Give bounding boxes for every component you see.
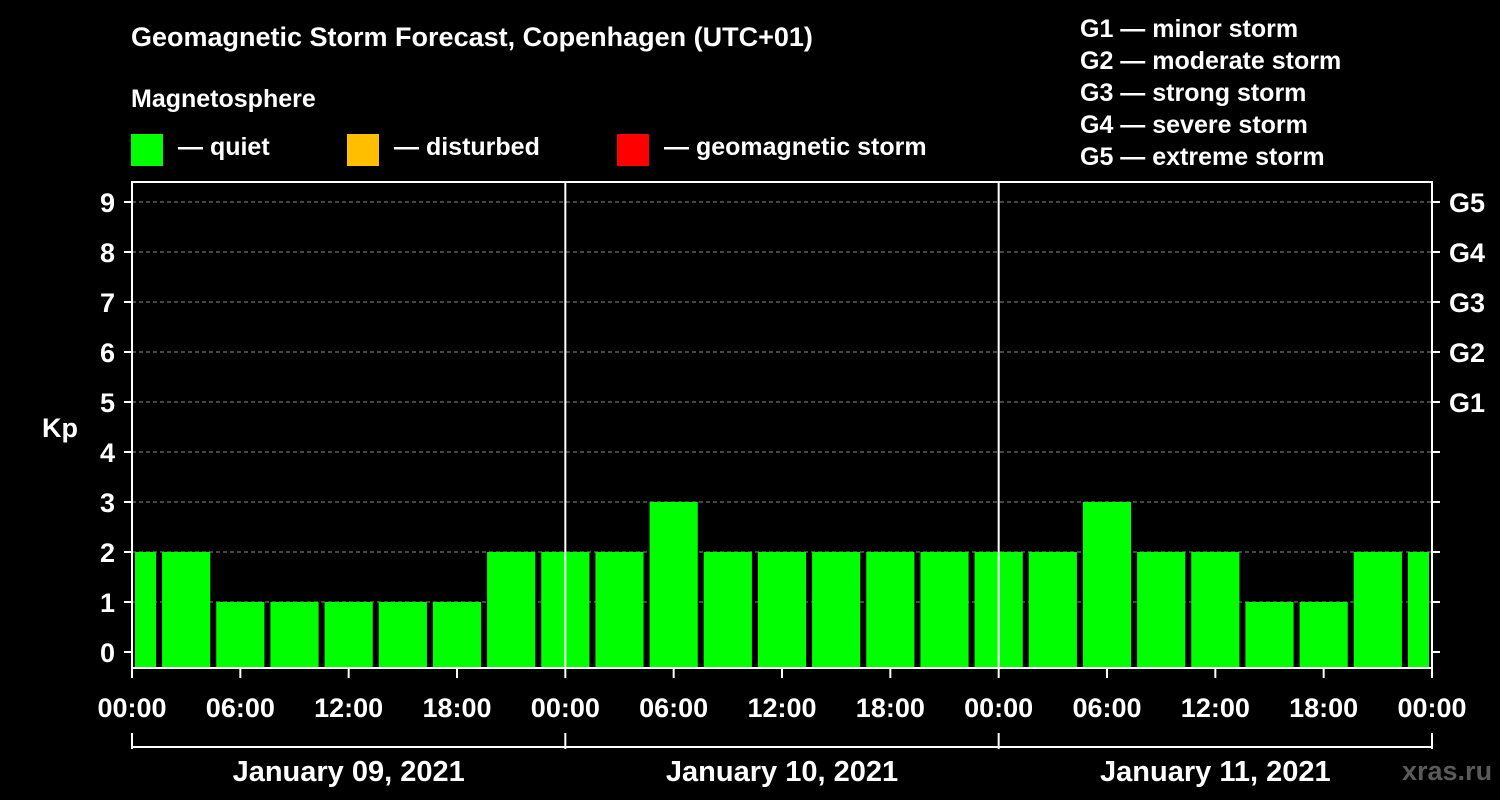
kp-bar [1245, 602, 1294, 668]
y-tick-label: 3 [100, 488, 115, 518]
watermark: xras.ru [1402, 756, 1493, 786]
chart-title: Geomagnetic Storm Forecast, Copenhagen (… [131, 22, 813, 52]
kp-bar [135, 552, 157, 668]
legend-swatch-quiet [131, 134, 163, 166]
y-tick-label: 9 [100, 188, 115, 218]
g-level-label: G5 [1449, 188, 1485, 218]
g-level-label: G1 [1449, 388, 1485, 418]
legend-heading: Magnetosphere [131, 85, 316, 113]
kp-bar [487, 552, 536, 668]
kp-bar [1191, 552, 1240, 668]
kp-bar [1137, 552, 1186, 668]
kp-bar [216, 602, 265, 668]
legend-swatch-disturbed [347, 134, 379, 166]
kp-bar [1082, 502, 1132, 668]
legend-label-disturbed: — disturbed [394, 133, 540, 161]
storm-scale-g1: G1 — minor storm [1080, 15, 1299, 43]
kp-bar [920, 552, 969, 668]
y-tick-label: 4 [100, 438, 115, 468]
legend-label-storm: — geomagnetic storm [664, 133, 927, 161]
kp-bar [378, 602, 427, 668]
kp-bar [812, 552, 861, 668]
y-tick-label: 1 [100, 588, 115, 618]
y-tick-label: 7 [100, 288, 115, 318]
kp-bar [1407, 552, 1429, 668]
kp-bar [162, 552, 211, 668]
date-label: January 09, 2021 [233, 756, 465, 788]
kp-bar [595, 552, 644, 668]
kp-bar [1028, 552, 1077, 668]
kp-bar [1353, 552, 1402, 668]
kp-bar [432, 602, 482, 668]
x-tick-label: 00:00 [964, 693, 1033, 723]
legend-label-quiet: — quiet [178, 133, 270, 161]
x-tick-label: 06:00 [206, 693, 275, 723]
y-axis-label: Kp [42, 413, 78, 443]
date-label: January 10, 2021 [666, 756, 898, 788]
x-tick-label: 18:00 [422, 693, 491, 723]
kp-bar [703, 552, 752, 668]
y-tick-label: 2 [100, 538, 115, 568]
x-tick-label: 12:00 [747, 693, 816, 723]
x-tick-label: 00:00 [531, 693, 600, 723]
y-tick-label: 0 [100, 638, 115, 668]
storm-scale-g2: G2 — moderate storm [1080, 47, 1342, 75]
kp-bar [270, 602, 319, 668]
x-tick-label: 06:00 [639, 693, 708, 723]
y-tick-label: 8 [100, 238, 115, 268]
g-level-label: G4 [1449, 238, 1485, 268]
x-tick-label: 18:00 [1289, 693, 1358, 723]
g-level-label: G3 [1449, 288, 1485, 318]
kp-bar [1299, 602, 1348, 668]
x-tick-label: 18:00 [856, 693, 925, 723]
legend-swatch-storm [617, 134, 649, 166]
y-tick-label: 5 [100, 388, 115, 418]
x-tick-label: 06:00 [1072, 693, 1141, 723]
kp-bar [324, 602, 373, 668]
storm-scale-g4: G4 — severe storm [1080, 111, 1308, 139]
kp-bar [866, 552, 915, 668]
date-label: January 11, 2021 [1100, 756, 1331, 788]
g-level-label: G2 [1449, 338, 1485, 368]
storm-scale-g5: G5 — extreme storm [1080, 143, 1325, 171]
y-tick-label: 6 [100, 338, 115, 368]
x-tick-label: 00:00 [97, 693, 166, 723]
storm-scale-g3: G3 — strong storm [1080, 79, 1307, 107]
x-tick-label: 12:00 [314, 693, 383, 723]
x-tick-label: 12:00 [1181, 693, 1250, 723]
kp-bar [757, 552, 807, 668]
kp-bar [649, 502, 698, 668]
x-tick-label: 00:00 [1397, 693, 1466, 723]
